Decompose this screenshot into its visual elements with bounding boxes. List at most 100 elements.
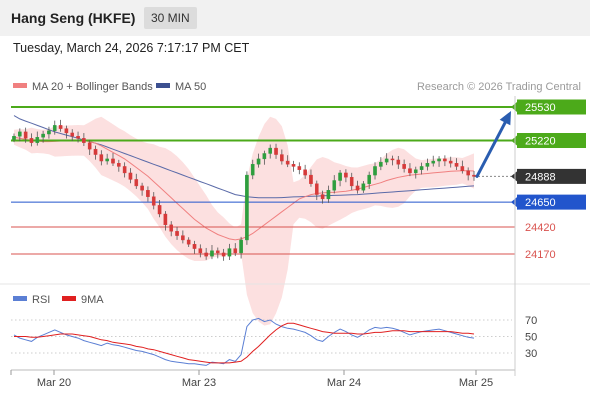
candle-body — [448, 160, 453, 164]
rsi-tick-50: 50 — [525, 332, 537, 344]
candle-body — [93, 148, 98, 155]
candle-body — [460, 166, 465, 171]
candle-body — [367, 174, 371, 184]
candle-body — [320, 194, 325, 200]
candle-body — [111, 158, 115, 164]
candle-body — [280, 154, 284, 162]
candle-body — [262, 153, 267, 160]
level-label-24420: 24420 — [525, 222, 556, 234]
level-tag-pointer — [511, 102, 517, 112]
candle-body — [76, 135, 80, 139]
interval-badge[interactable]: 30 MIN — [144, 7, 197, 29]
level-tag-pointer — [511, 197, 517, 208]
candle-body — [227, 248, 232, 257]
instrument-title: Hang Seng (HKFE) — [11, 10, 136, 26]
level-label-24650: 24650 — [525, 197, 556, 209]
candle-body — [215, 250, 220, 254]
candle-body — [419, 166, 424, 170]
ma50-legend-swatch — [156, 83, 170, 88]
candle-body — [472, 174, 476, 177]
candle-body — [413, 169, 418, 174]
x-tick-label: Mar 25 — [459, 377, 493, 389]
candle-body — [373, 166, 377, 176]
candle-body — [12, 135, 16, 140]
level-tag-24888 — [517, 168, 586, 184]
candle-body — [134, 179, 139, 187]
candle-body — [82, 138, 86, 143]
candle-body — [181, 235, 185, 241]
level-tag-25530 — [517, 99, 586, 115]
candle-body — [239, 239, 243, 254]
candle-body — [140, 185, 144, 191]
candle-body — [443, 158, 447, 162]
candle-body — [151, 196, 156, 206]
forecast-arrow — [475, 111, 511, 178]
candle-body — [186, 239, 191, 245]
x-tick-label: Mar 23 — [182, 377, 216, 389]
rsi-ma-legend-swatch — [62, 296, 76, 301]
bollinger-bands — [14, 116, 474, 326]
candle-body — [274, 147, 278, 155]
candle-body — [402, 164, 406, 169]
candle-body — [338, 172, 342, 181]
candle-body — [349, 177, 354, 187]
candle-body — [245, 174, 249, 241]
candle-body — [291, 164, 296, 167]
level-tag-25220 — [517, 133, 586, 149]
candle-body — [297, 166, 302, 170]
candle-body — [146, 190, 150, 197]
level-label-25220: 25220 — [525, 136, 556, 148]
ma20-line — [13, 136, 475, 241]
ma20-legend-label: MA 20 + Bollinger Bands — [32, 81, 153, 93]
rsi-ma-legend-label: 9MA — [81, 294, 104, 306]
candle-body — [87, 142, 92, 150]
chart-datetime: Tuesday, March 24, 2026 7:17:17 PM CET — [13, 41, 250, 55]
x-axis-ticks: Mar 20 Mar 23 Mar 24 Mar 25 — [10, 370, 493, 389]
candle-body — [122, 166, 127, 174]
rsi-tick-70: 70 — [525, 315, 537, 327]
candle-body — [466, 170, 470, 176]
candle-body — [396, 159, 401, 165]
candle-body — [169, 224, 174, 232]
candle-body — [192, 244, 197, 249]
level-tag-pointer — [511, 171, 517, 182]
candle-body — [35, 137, 40, 143]
candle-body — [233, 248, 238, 254]
research-credit: Research © 2026 Trading Central — [417, 81, 581, 93]
candle-body — [285, 160, 290, 165]
bollinger-band-fill — [14, 116, 474, 326]
candle-body — [99, 154, 104, 162]
candle-body — [390, 158, 395, 161]
candle-body — [210, 250, 214, 257]
price-levels: 25530 25220 24888 24650 24420 24170 — [11, 99, 586, 261]
candle-body — [41, 133, 45, 138]
rsi-ma-line — [14, 322, 475, 364]
candle-body — [268, 147, 273, 154]
candle-body — [431, 160, 436, 164]
candle-body — [425, 163, 430, 167]
candle-body — [128, 172, 133, 180]
candle-body — [303, 169, 307, 176]
candle-body — [23, 131, 28, 139]
candle-body — [379, 161, 383, 167]
candle-body — [326, 190, 331, 200]
candlesticks — [12, 119, 476, 261]
candle-body — [361, 183, 366, 191]
rsi-legend-label: RSI — [32, 294, 50, 306]
x-tick-label: Mar 20 — [37, 377, 71, 389]
candle-body — [52, 125, 57, 131]
forecast-arrow-shaft — [475, 117, 509, 178]
candle-body — [332, 180, 337, 191]
candle-body — [384, 158, 389, 163]
candle-body — [18, 131, 22, 137]
level-label-25530: 25530 — [525, 102, 556, 114]
level-tag-24650 — [517, 194, 586, 210]
rsi-legend-swatch — [13, 296, 27, 301]
candle-body — [204, 252, 208, 257]
candle-body — [250, 164, 255, 176]
ma50-legend-label: MA 50 — [175, 81, 206, 93]
x-tick-label: Mar 24 — [327, 377, 361, 389]
rsi-tick-30: 30 — [525, 348, 537, 360]
candle-body — [454, 163, 459, 167]
candle-body — [314, 183, 319, 195]
